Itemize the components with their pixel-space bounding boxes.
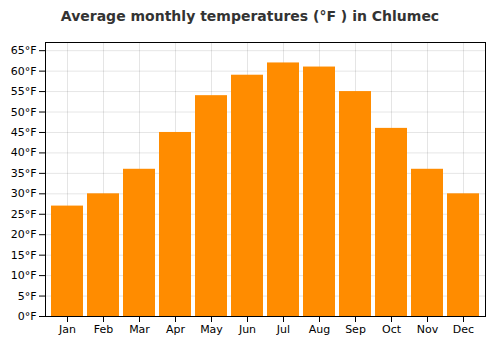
svg-text:15°F: 15°F (11, 249, 37, 262)
svg-text:Jan: Jan (58, 323, 76, 336)
svg-text:25°F: 25°F (11, 208, 37, 221)
svg-text:Sep: Sep (345, 323, 366, 336)
svg-text:Nov: Nov (417, 323, 439, 336)
svg-text:Aug: Aug (309, 323, 330, 336)
svg-text:10°F: 10°F (11, 269, 37, 282)
svg-text:Apr: Apr (166, 323, 186, 336)
svg-text:60°F: 60°F (11, 65, 37, 78)
svg-text:65°F: 65°F (11, 44, 37, 57)
svg-text:35°F: 35°F (11, 167, 37, 180)
svg-text:Feb: Feb (94, 323, 113, 336)
svg-text:30°F: 30°F (11, 187, 37, 200)
html-text:Average monthly temperatures (: Average monthly temperatures (°F ) in Ch… (60, 8, 440, 24)
svg-text:Mar: Mar (129, 323, 150, 336)
svg-text:Dec: Dec (453, 323, 474, 336)
svg-text:Jun: Jun (238, 323, 256, 336)
svg-text:Oct: Oct (382, 323, 402, 336)
svg-text:Jul: Jul (276, 323, 290, 336)
svg-text:5°F: 5°F (18, 290, 37, 303)
svg-text:20°F: 20°F (11, 228, 37, 241)
svg-text:0°F: 0°F (18, 310, 37, 323)
svg-text:55°F: 55°F (11, 85, 37, 98)
svg-text:50°F: 50°F (11, 106, 37, 119)
svg-text:45°F: 45°F (11, 126, 37, 139)
svg-text:40°F: 40°F (11, 146, 37, 159)
svg-text:May: May (200, 323, 223, 336)
